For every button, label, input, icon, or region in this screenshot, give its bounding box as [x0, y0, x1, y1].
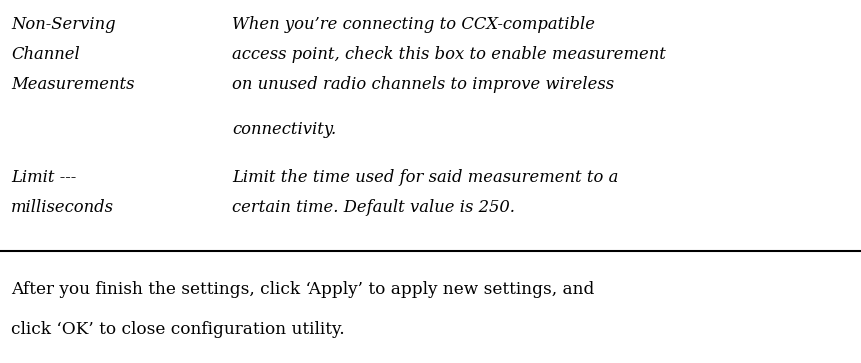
- Text: on unused radio channels to improve wireless: on unused radio channels to improve wire…: [232, 76, 615, 93]
- Text: click ‘OK’ to close configuration utility.: click ‘OK’ to close configuration utilit…: [11, 321, 345, 338]
- Text: Channel: Channel: [11, 46, 80, 63]
- Text: Non-Serving: Non-Serving: [11, 16, 116, 33]
- Text: access point, check this box to enable measurement: access point, check this box to enable m…: [232, 46, 666, 63]
- Text: Measurements: Measurements: [11, 76, 134, 93]
- Text: Limit the time used for said measurement to a: Limit the time used for said measurement…: [232, 169, 619, 186]
- Text: certain time. Default value is 250.: certain time. Default value is 250.: [232, 199, 516, 216]
- Text: connectivity.: connectivity.: [232, 121, 337, 138]
- Text: After you finish the settings, click ‘Apply’ to apply new settings, and: After you finish the settings, click ‘Ap…: [11, 281, 595, 298]
- Text: milliseconds: milliseconds: [11, 199, 115, 216]
- Text: Limit ---: Limit ---: [11, 169, 77, 186]
- Text: When you’re connecting to CCX-compatible: When you’re connecting to CCX-compatible: [232, 16, 596, 33]
